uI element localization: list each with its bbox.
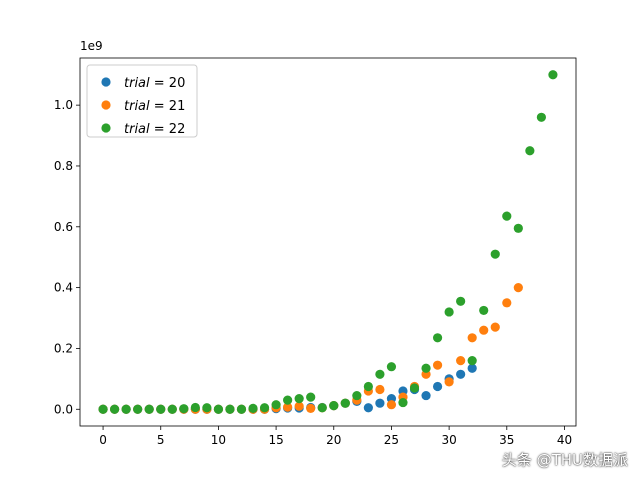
- data-point: [144, 404, 154, 414]
- x-tick-label: 40: [557, 433, 572, 447]
- legend-marker: [101, 77, 111, 87]
- legend-label: trial = 21: [124, 99, 185, 114]
- data-point: [156, 404, 166, 414]
- legend-marker: [101, 100, 111, 110]
- data-point: [502, 211, 512, 221]
- x-tick-label: 20: [326, 433, 341, 447]
- data-point: [548, 70, 558, 80]
- x-tick-label: 35: [499, 433, 514, 447]
- data-point: [375, 369, 385, 379]
- legend-label: trial = 20: [124, 76, 185, 91]
- data-point: [294, 394, 304, 404]
- data-point: [340, 398, 350, 408]
- x-axis: 0 5 10 15 20 25 30 35 40: [99, 426, 572, 447]
- data-point: [502, 298, 512, 308]
- data-point: [479, 325, 489, 335]
- data-point: [375, 384, 385, 395]
- data-point: [490, 322, 500, 332]
- data-point: [421, 390, 431, 401]
- data-point: [283, 402, 293, 412]
- data-point: [513, 223, 523, 233]
- legend-box: [86, 64, 198, 138]
- data-points: [98, 70, 558, 414]
- x-tick-label: 0: [99, 433, 107, 447]
- y-tick-label: 0.6: [54, 220, 73, 234]
- data-point: [329, 401, 339, 411]
- y-tick-label: 0.4: [54, 281, 73, 295]
- y-tick-label: 0.2: [54, 341, 73, 355]
- data-point: [98, 404, 108, 414]
- data-point: [432, 333, 443, 343]
- data-point: [306, 403, 316, 413]
- data-point: [525, 146, 535, 156]
- y-axis-scale-label: 1e9: [80, 39, 103, 53]
- y-tick-label: 0.0: [54, 402, 73, 416]
- data-point: [363, 403, 373, 413]
- series-3: [98, 70, 558, 414]
- y-tick-label: 1.0: [54, 98, 73, 112]
- data-point: [467, 333, 477, 343]
- data-point: [490, 249, 500, 259]
- data-point: [317, 403, 327, 413]
- x-tick-label: 5: [157, 433, 165, 447]
- data-point: [386, 362, 397, 372]
- data-point: [421, 363, 431, 373]
- data-point: [456, 296, 466, 306]
- data-point: [432, 360, 443, 370]
- data-point: [467, 356, 477, 366]
- x-tick-label: 25: [384, 433, 399, 447]
- plot-area-border: [79, 57, 577, 427]
- data-point: [294, 401, 304, 411]
- data-point: [513, 283, 523, 293]
- axes-frame: [79, 57, 577, 427]
- y-axis: 0.0 0.2 0.4 0.6 0.8 1.0: [54, 98, 80, 416]
- data-point: [456, 369, 466, 379]
- data-point: [306, 392, 316, 402]
- data-point: [202, 403, 212, 413]
- data-point: [121, 404, 131, 414]
- data-point: [398, 397, 408, 408]
- data-point: [271, 400, 281, 410]
- data-point: [179, 404, 189, 414]
- x-tick-label: 30: [441, 433, 456, 447]
- data-point: [283, 395, 293, 405]
- data-point: [456, 356, 466, 366]
- data-point: [536, 112, 546, 122]
- data-point: [190, 402, 200, 413]
- y-tick-label: 0.8: [54, 159, 73, 173]
- data-point: [467, 363, 477, 373]
- data-point: [444, 307, 454, 317]
- data-point: [248, 403, 258, 413]
- data-point: [133, 404, 143, 414]
- data-point: [386, 400, 397, 410]
- data-point: [225, 404, 235, 414]
- data-point: [479, 305, 489, 316]
- data-point: [352, 390, 362, 401]
- watermark: 头条 @THU数据派: [501, 451, 628, 469]
- data-point: [409, 383, 420, 393]
- data-point: [236, 404, 247, 414]
- legend: trial = 20 trial = 21 trial = 22: [86, 64, 198, 138]
- data-point: [363, 381, 373, 392]
- x-tick-label: 15: [268, 433, 283, 447]
- x-tick-label: 10: [211, 433, 226, 447]
- data-point: [375, 398, 385, 408]
- data-point: [110, 404, 120, 414]
- data-point: [444, 377, 454, 387]
- legend-label: trial = 22: [124, 122, 185, 137]
- data-point: [167, 404, 177, 414]
- data-point: [259, 403, 270, 413]
- data-point: [213, 404, 224, 414]
- legend-marker: [101, 123, 111, 133]
- data-point: [432, 381, 443, 392]
